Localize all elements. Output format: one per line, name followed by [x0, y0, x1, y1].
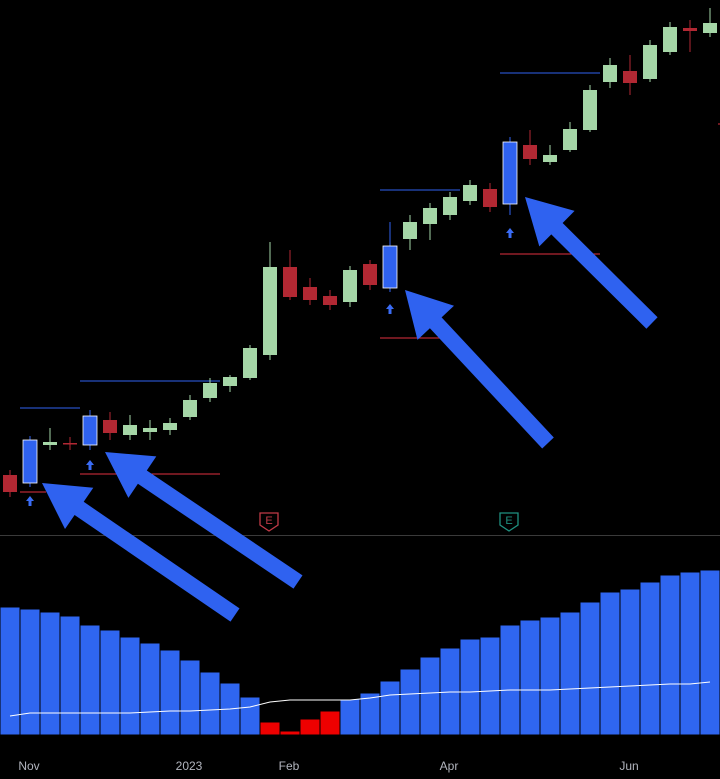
annotation-arrow — [525, 197, 658, 329]
signal-marker — [26, 496, 34, 506]
candle-body — [43, 442, 57, 445]
histogram-bar — [419, 656, 441, 736]
histogram-bar — [99, 629, 121, 736]
candle-body — [63, 443, 77, 445]
annotation-arrow — [105, 452, 303, 589]
candle-body — [543, 155, 557, 162]
annotation-arrow — [405, 290, 554, 449]
candle-body — [483, 189, 497, 207]
x-tick-label: Jun — [619, 759, 638, 773]
candle-body — [382, 245, 398, 289]
histogram-bar — [639, 581, 661, 736]
candle-body — [3, 475, 17, 492]
earnings-label: E — [505, 515, 512, 527]
histogram-bar — [539, 616, 561, 736]
x-tick-label: Nov — [18, 759, 39, 773]
histogram-bar — [559, 611, 581, 736]
candle-body — [663, 27, 677, 52]
signal-marker — [506, 228, 514, 238]
candle-body — [163, 423, 177, 430]
histogram-bar — [379, 680, 401, 736]
histogram-bar — [659, 574, 681, 736]
candle-body — [82, 415, 98, 446]
candle-body — [643, 45, 657, 79]
candle-body — [123, 425, 137, 435]
x-tick-label: Apr — [440, 759, 459, 773]
candle-body — [703, 23, 717, 33]
candle-body — [223, 377, 237, 386]
candle-body — [583, 90, 597, 130]
candle-body — [603, 65, 617, 82]
histogram-bar — [139, 642, 161, 736]
histogram-bar — [59, 615, 81, 736]
histogram-bar — [699, 569, 720, 736]
candle-body — [103, 420, 117, 433]
histogram-bar — [159, 649, 181, 736]
signal-line — [9, 681, 711, 717]
candle-body — [303, 287, 317, 300]
candle-body — [203, 383, 217, 398]
histogram-bar — [259, 721, 281, 736]
candle-body — [22, 439, 38, 484]
candle-body — [423, 208, 437, 224]
candle-body — [623, 71, 637, 83]
histogram-bar — [239, 696, 261, 736]
histogram-bar — [179, 659, 201, 736]
histogram-bar — [599, 591, 621, 736]
annotation-arrow — [42, 483, 240, 622]
histogram-bar — [519, 619, 541, 736]
candle-body — [502, 141, 518, 205]
histogram-bar — [479, 636, 501, 736]
candle-body — [463, 185, 477, 201]
candle-body — [263, 267, 277, 355]
histogram-bar — [339, 698, 361, 736]
histogram-bar — [199, 671, 221, 736]
histogram-bar — [39, 611, 61, 736]
candle-body — [443, 197, 457, 215]
candle-body — [323, 296, 337, 305]
candle-body — [563, 129, 577, 150]
histogram-bar — [359, 692, 381, 736]
earnings-badge — [259, 512, 279, 532]
candle-body — [283, 267, 297, 297]
histogram-bar — [279, 730, 301, 736]
signal-marker — [386, 304, 394, 314]
histogram-bar — [459, 638, 481, 736]
earnings-label: E — [265, 515, 272, 527]
candle-body — [143, 428, 157, 432]
candle-body — [243, 348, 257, 378]
histogram-bar — [679, 571, 701, 736]
histogram-bar — [119, 636, 141, 736]
signal-marker — [86, 460, 94, 470]
histogram-bar — [319, 710, 341, 736]
x-tick-label: Feb — [279, 759, 300, 773]
candle-body — [523, 145, 537, 159]
candle-body — [363, 264, 377, 285]
histogram-bar — [399, 668, 421, 736]
candle-body — [403, 222, 417, 239]
x-tick-label: 2023 — [176, 759, 203, 773]
earnings-badge — [499, 512, 519, 532]
candle-body — [343, 270, 357, 302]
histogram-bar — [579, 601, 601, 736]
histogram-bar — [19, 608, 41, 736]
histogram-bar — [499, 624, 521, 736]
histogram-bar — [299, 718, 321, 736]
candle-body — [683, 28, 697, 31]
histogram-bar — [619, 588, 641, 736]
histogram-bar — [79, 624, 101, 736]
candle-body — [183, 400, 197, 417]
